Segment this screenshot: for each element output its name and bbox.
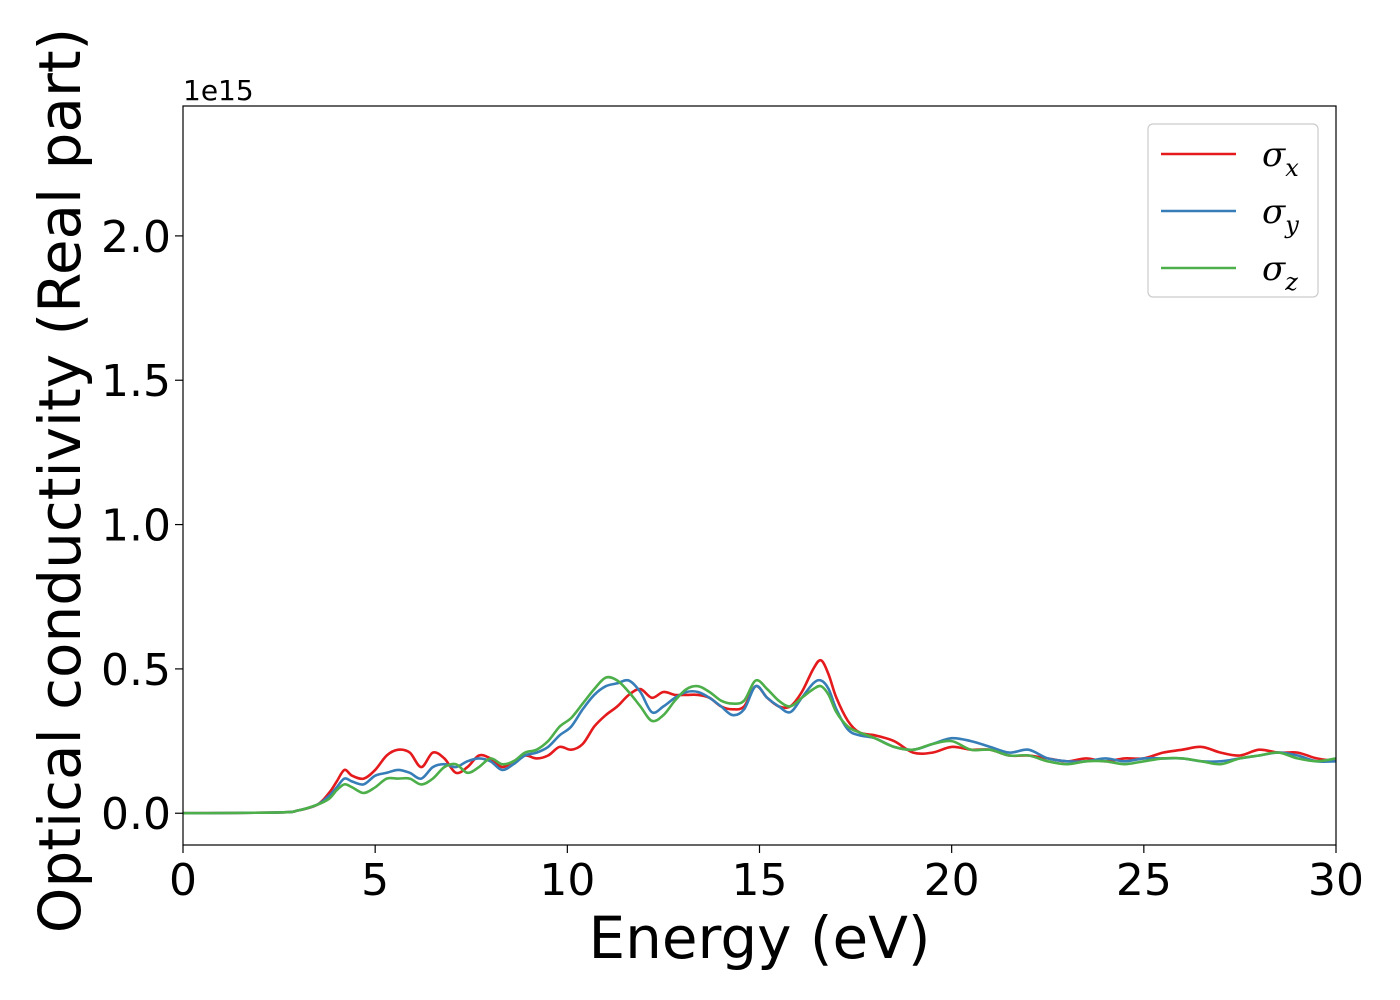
x-axis-ticks: 0 5 10 15 20 25 30 xyxy=(169,845,1364,906)
legend-label: σy xyxy=(1262,192,1299,239)
x-tick-label: 30 xyxy=(1308,855,1364,906)
x-tick-label: 0 xyxy=(169,855,197,906)
x-tick-label: 10 xyxy=(539,855,595,906)
y-tick-label: 0.5 xyxy=(101,645,171,696)
y-tick-label: 1.5 xyxy=(101,356,171,407)
legend-item-x: σx xyxy=(1161,135,1299,182)
legend-item-y: σy xyxy=(1161,192,1299,239)
y-axis-offset-text: 1e15 xyxy=(183,74,254,107)
y-axis-title: Optical conductivity (Real part) xyxy=(26,28,94,933)
y-tick-label: 2.0 xyxy=(101,212,171,263)
legend-label: σx xyxy=(1262,135,1299,182)
y-axis-ticks: 0.0 0.5 1.0 1.5 2.0 xyxy=(101,212,183,840)
series-line-z xyxy=(183,675,1336,815)
series-layer xyxy=(183,658,1336,815)
y-tick-label: 0.0 xyxy=(101,789,171,840)
x-tick-label: 25 xyxy=(1116,855,1172,906)
y-tick-label: 1.0 xyxy=(101,501,171,552)
x-axis-title: Energy (eV) xyxy=(588,904,930,972)
series-line-y xyxy=(183,678,1336,815)
x-tick-label: 5 xyxy=(361,855,389,906)
x-tick-label: 20 xyxy=(924,855,980,906)
x-tick-label: 15 xyxy=(732,855,788,906)
